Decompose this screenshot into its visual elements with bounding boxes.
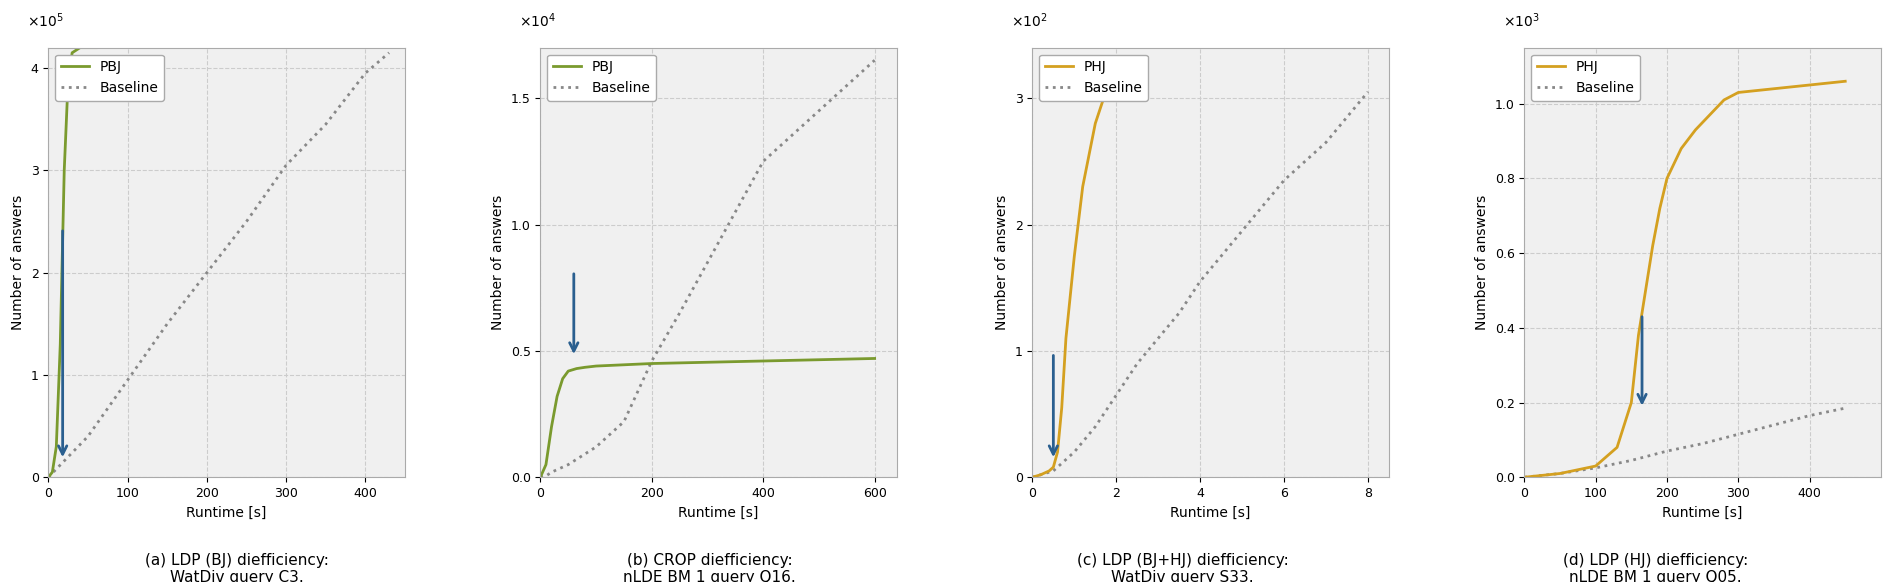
Text: (c) LDP (BJ+HJ) diefficiency:
WatDiv query S33.: (c) LDP (BJ+HJ) diefficiency: WatDiv que… [1077,553,1288,582]
Text: (a) LDP (BJ) diefficiency:
WatDiv query C3.: (a) LDP (BJ) diefficiency: WatDiv query … [144,553,329,582]
Y-axis label: Number of answers: Number of answers [492,195,505,330]
Text: $\times 10^{5}$: $\times 10^{5}$ [26,12,64,30]
Y-axis label: Number of answers: Number of answers [1476,195,1489,330]
Text: $\times 10^{2}$: $\times 10^{2}$ [1010,12,1048,30]
X-axis label: Runtime [s]: Runtime [s] [1663,506,1743,520]
Legend: PHJ, Baseline: PHJ, Baseline [1039,55,1148,101]
Text: $\times 10^{4}$: $\times 10^{4}$ [518,12,556,30]
Legend: PHJ, Baseline: PHJ, Baseline [1531,55,1640,101]
Text: (b) CROP diefficiency:
nLDE BM 1 query Q16.: (b) CROP diefficiency: nLDE BM 1 query Q… [622,553,797,582]
X-axis label: Runtime [s]: Runtime [s] [1171,506,1251,520]
Legend: PBJ, Baseline: PBJ, Baseline [55,55,165,101]
Text: $\times 10^{3}$: $\times 10^{3}$ [1502,12,1540,30]
X-axis label: Runtime [s]: Runtime [s] [187,506,267,520]
Y-axis label: Number of answers: Number of answers [995,195,1008,330]
Text: (d) LDP (HJ) diefficiency:
nLDE BM 1 query Q05.: (d) LDP (HJ) diefficiency: nLDE BM 1 que… [1563,553,1748,582]
Legend: PBJ, Baseline: PBJ, Baseline [547,55,657,101]
Y-axis label: Number of answers: Number of answers [11,195,25,330]
X-axis label: Runtime [s]: Runtime [s] [679,506,759,520]
